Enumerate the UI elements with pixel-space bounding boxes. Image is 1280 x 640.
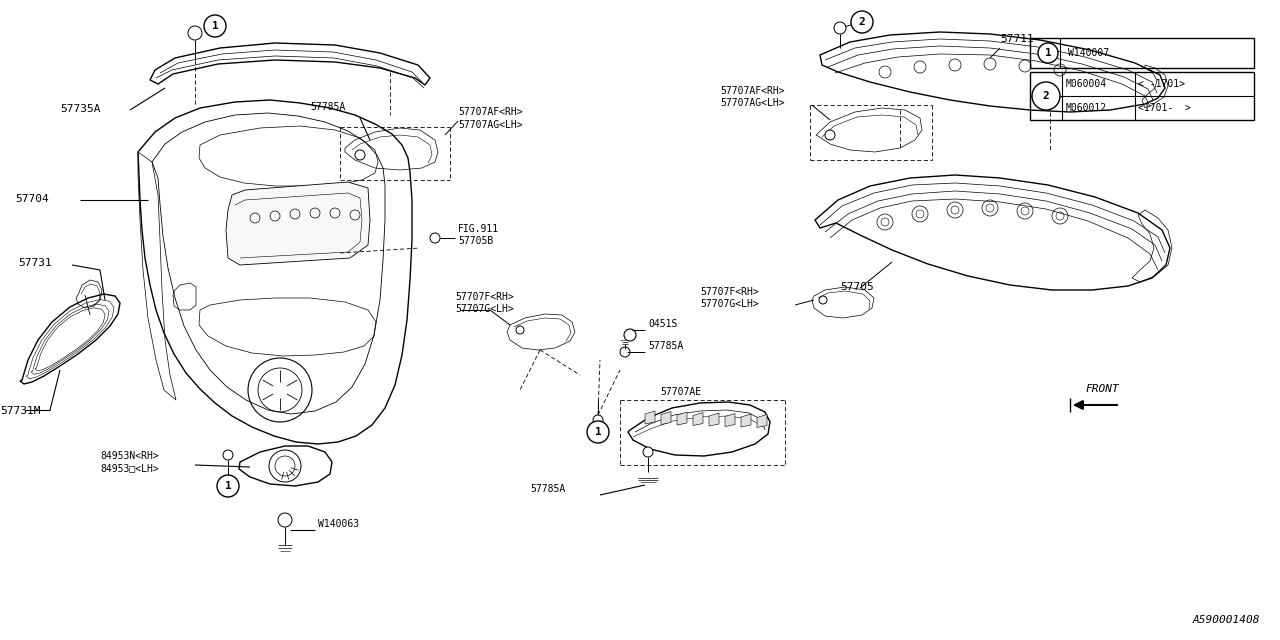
Bar	[1030, 72, 1254, 120]
Text: 57785A: 57785A	[530, 484, 566, 494]
Polygon shape	[756, 415, 767, 428]
Polygon shape	[645, 411, 655, 424]
Text: 1: 1	[224, 481, 232, 491]
Text: 57707G<LH>: 57707G<LH>	[454, 304, 513, 314]
Text: 57707G<LH>: 57707G<LH>	[700, 299, 759, 309]
Text: 1: 1	[1044, 48, 1051, 58]
Text: 57704: 57704	[15, 194, 49, 204]
Text: 57707AF<RH>: 57707AF<RH>	[458, 107, 522, 117]
Circle shape	[278, 513, 292, 527]
Circle shape	[1038, 43, 1059, 63]
Text: 2: 2	[1043, 91, 1050, 101]
Polygon shape	[692, 413, 703, 426]
Circle shape	[826, 130, 835, 140]
Text: 84953□<LH>: 84953□<LH>	[100, 463, 159, 473]
Circle shape	[218, 475, 239, 497]
Polygon shape	[741, 414, 751, 427]
Text: M060012: M060012	[1066, 103, 1107, 113]
Text: 84953N<RH>: 84953N<RH>	[100, 451, 159, 461]
Text: 57785A: 57785A	[310, 102, 346, 112]
Circle shape	[819, 296, 827, 304]
Circle shape	[188, 26, 202, 40]
Circle shape	[204, 15, 227, 37]
Text: 1: 1	[211, 21, 219, 31]
Circle shape	[355, 150, 365, 160]
Text: W140007: W140007	[1068, 48, 1110, 58]
Circle shape	[643, 447, 653, 457]
Circle shape	[1032, 82, 1060, 110]
Bar	[1030, 38, 1254, 68]
Text: FRONT: FRONT	[1085, 384, 1119, 394]
Text: 57711: 57711	[1000, 34, 1034, 44]
Text: 57707AG<LH>: 57707AG<LH>	[458, 120, 522, 130]
Text: 57707F<RH>: 57707F<RH>	[454, 292, 513, 302]
Text: M060004: M060004	[1066, 79, 1107, 89]
Text: 57785A: 57785A	[648, 341, 684, 351]
Text: 1: 1	[595, 427, 602, 437]
Text: 0451S: 0451S	[648, 319, 677, 329]
Text: 57707F<RH>: 57707F<RH>	[700, 287, 759, 297]
Circle shape	[593, 415, 603, 425]
Text: A590001408: A590001408	[1193, 615, 1260, 625]
Text: W140063: W140063	[317, 519, 360, 529]
Circle shape	[223, 450, 233, 460]
Text: <1701-  >: <1701- >	[1138, 103, 1190, 113]
Polygon shape	[724, 413, 735, 426]
Text: 57707AE: 57707AE	[660, 387, 701, 397]
Text: 57731M: 57731M	[0, 406, 41, 416]
Circle shape	[835, 22, 846, 34]
Text: 2: 2	[859, 17, 865, 27]
Text: 57707AF<RH>: 57707AF<RH>	[721, 86, 785, 96]
Text: FIG.911: FIG.911	[458, 224, 499, 234]
Circle shape	[516, 326, 524, 334]
Polygon shape	[227, 182, 370, 265]
Text: 57705: 57705	[840, 282, 874, 292]
Circle shape	[588, 421, 609, 443]
Circle shape	[851, 11, 873, 33]
Text: < -1701>: < -1701>	[1138, 79, 1185, 89]
Polygon shape	[709, 413, 719, 426]
Text: 57731: 57731	[18, 258, 51, 268]
Text: 57707AG<LH>: 57707AG<LH>	[721, 98, 785, 108]
Text: 57705B: 57705B	[458, 236, 493, 246]
Polygon shape	[660, 412, 671, 424]
Text: 57735A: 57735A	[60, 104, 101, 114]
Polygon shape	[677, 412, 687, 425]
Circle shape	[430, 233, 440, 243]
